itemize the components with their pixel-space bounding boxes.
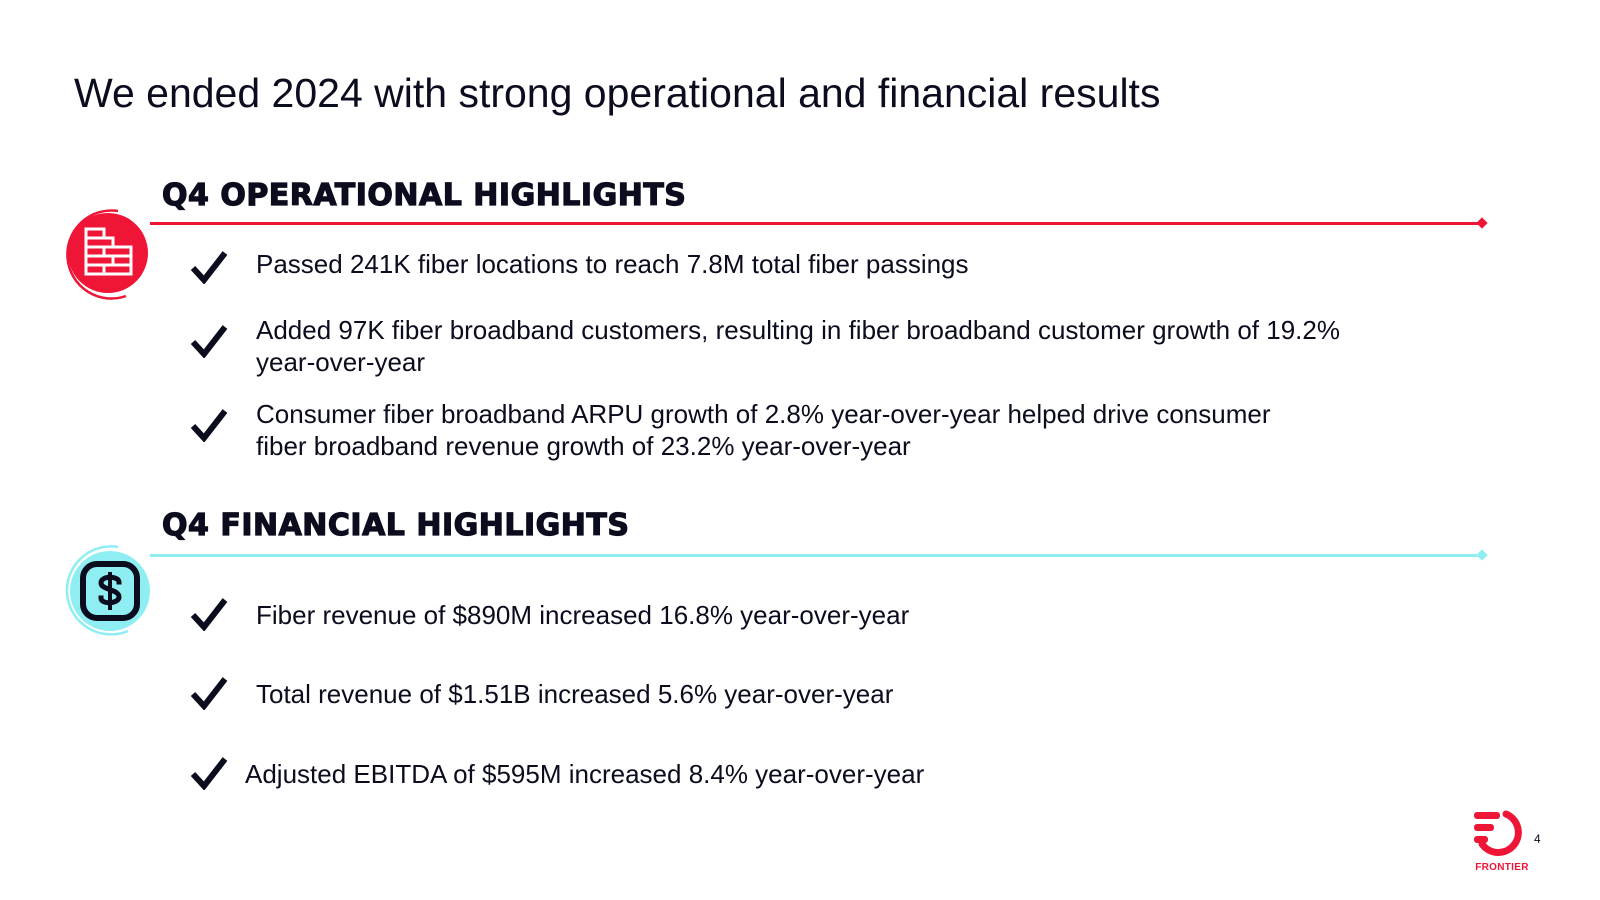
item-text: Fiber revenue of $890M increased 16.8% y… — [256, 600, 910, 630]
checkmark-icon — [190, 757, 228, 790]
operational-divider — [150, 217, 1488, 229]
item-text-line2: year-over-year — [256, 347, 426, 377]
item-text-line1: Consumer fiber broadband ARPU growth of … — [256, 399, 1271, 429]
frontier-logo: FRONTIER — [1472, 808, 1552, 880]
frontier-logo-icon — [1474, 810, 1522, 856]
operational-highlights-heading: Q4 OPERATIONAL HIGHLIGHTS — [161, 177, 687, 213]
checkmark-icon — [190, 409, 228, 442]
item-text: Passed 241K fiber locations to reach 7.8… — [256, 249, 969, 279]
item-text: Total revenue of $1.51B increased 5.6% y… — [256, 679, 894, 709]
slide-title: We ended 2024 with strong operational an… — [74, 70, 1161, 116]
checkmark-icon — [190, 677, 228, 710]
item-text-line2: fiber broadband revenue growth of 23.2% … — [256, 431, 911, 461]
checkmark-icon — [190, 598, 228, 631]
financial-divider — [150, 549, 1488, 561]
page-number: 4 — [1534, 832, 1541, 846]
logo-wordmark: FRONTIER — [1475, 862, 1529, 873]
financial-highlights-heading: Q4 FINANCIAL HIGHLIGHTS — [161, 507, 630, 543]
dollar-icon — [65, 545, 150, 636]
item-text-line1: Added 97K fiber broadband customers, res… — [256, 315, 1340, 345]
item-text: Adjusted EBITDA of $595M increased 8.4% … — [245, 759, 925, 789]
brick-wall-icon — [66, 209, 148, 300]
checkmark-icon — [190, 325, 228, 358]
checkmark-icon — [190, 251, 228, 284]
